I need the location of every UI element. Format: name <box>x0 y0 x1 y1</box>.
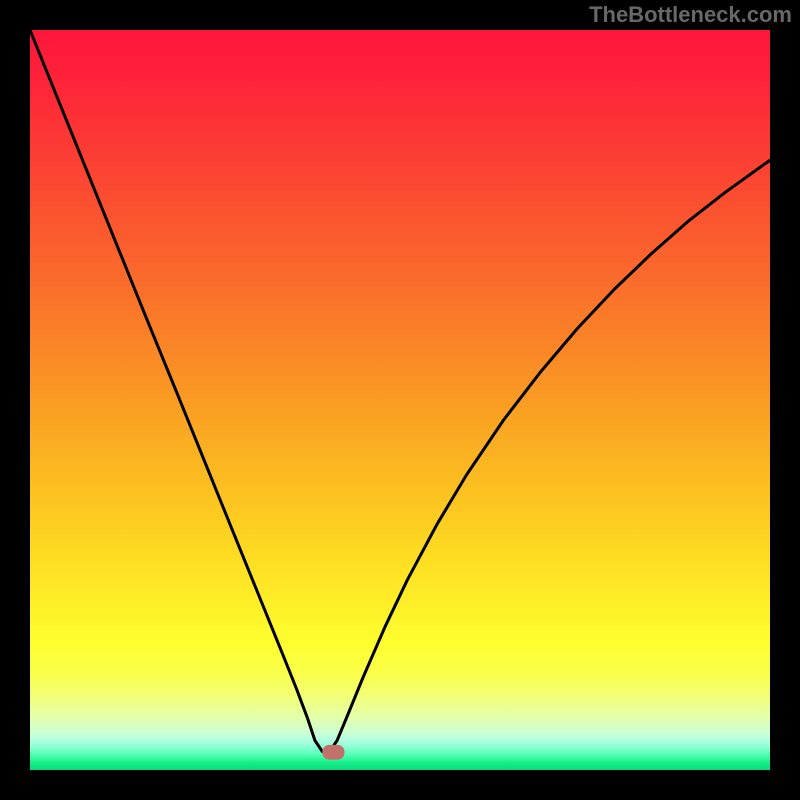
chart-frame: TheBottleneck.com <box>0 0 800 800</box>
trough-marker <box>322 745 344 760</box>
bottleneck-chart <box>30 30 770 770</box>
watermark-text: TheBottleneck.com <box>589 2 792 28</box>
plot-background <box>30 30 770 770</box>
